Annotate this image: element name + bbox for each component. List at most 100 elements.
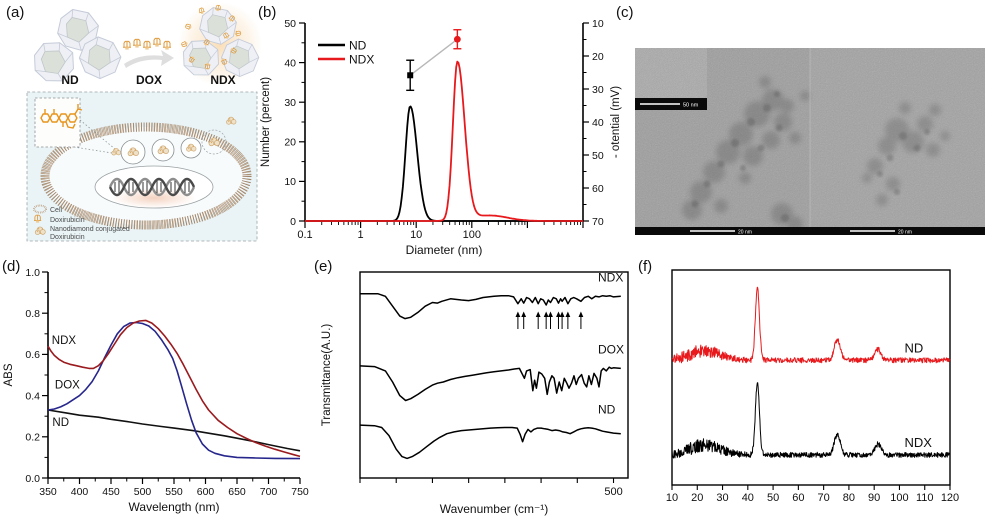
tick-label: 10: [410, 229, 422, 241]
arrow-head-icon: [516, 312, 521, 318]
tick-label: 20: [592, 51, 604, 63]
tick-label: 550: [165, 486, 183, 498]
ftir-label-NDX: NDX: [598, 271, 623, 285]
panel-c-tem-images: 50 nm 20 nm 20 nm: [635, 48, 985, 235]
tick-label: 0.6: [25, 349, 40, 361]
x-tick-500: 500: [604, 486, 622, 498]
legend-ndx-2: Doxirubicin: [50, 234, 85, 241]
x-axis-title: Wavelength (nm): [129, 500, 220, 514]
xrd-label-ND: ND: [905, 340, 924, 355]
tick-label: 100: [890, 492, 908, 504]
dox-molecules-icon: [123, 38, 171, 49]
arrow-head-icon: [544, 312, 549, 318]
legend-cell: Cell: [50, 207, 63, 214]
tick-label: 70: [592, 216, 604, 228]
arrow-head-icon: [579, 312, 584, 318]
dls-curve-NDX: [305, 62, 583, 221]
tick-label: 10: [284, 176, 296, 188]
x-axis-title: Wavenumber (cm⁻¹): [440, 502, 549, 516]
left-scale-bar-label: 20 nm: [738, 230, 752, 236]
ftir-label-ND: ND: [598, 402, 616, 416]
tick-label: 450: [102, 486, 120, 498]
tick-label: 110: [916, 492, 934, 504]
tick-label: 10: [592, 18, 604, 30]
tick-label: 50: [767, 492, 779, 504]
figure: (a) (b) (c) (d) (e) (f): [0, 0, 985, 523]
inset-scale-bar-label: 50 nm: [683, 103, 699, 109]
y-axis-title: ABS: [3, 363, 15, 386]
legend-dox: Doxirubicin: [50, 217, 85, 224]
cell-schematic: Cell Doxirubicin Nanodiamond conjugated …: [27, 92, 257, 241]
legend-label-ND: ND: [349, 39, 367, 53]
tick-label: 0.8: [25, 308, 40, 320]
arrow-head-icon: [565, 312, 570, 318]
arrow-head-icon: [560, 312, 565, 318]
zeta-marker-NDX: [454, 36, 461, 43]
tick-label: 0.2: [25, 432, 40, 444]
tick-label: 1: [358, 229, 364, 241]
arrow-head-icon: [536, 312, 541, 318]
tick-label: 40: [592, 117, 604, 129]
tick-label: 70: [818, 492, 830, 504]
plot-frame: [360, 272, 628, 478]
ftir-trace-DOX: [360, 366, 621, 401]
tick-label: 60: [592, 183, 604, 195]
legend-label-NDX: NDX: [349, 53, 374, 67]
y-axis-title-left: Number (percent): [260, 77, 272, 167]
right-scale-bar-label: 20 nm: [898, 230, 912, 236]
ftir-label-DOX: DOX: [598, 343, 624, 357]
tem-left-scalebar: 20 nm: [635, 227, 810, 236]
tick-label: 650: [228, 486, 246, 498]
tick-label: 80: [843, 492, 855, 504]
tick-label: 0.4: [25, 390, 40, 402]
nd-label: ND: [61, 73, 79, 87]
dls-curve-ND: [305, 106, 583, 221]
arrow-head-icon: [521, 312, 526, 318]
curve-label-NDX: NDX: [52, 335, 77, 347]
dox-label: DOX: [136, 73, 162, 87]
tick-label: 90: [868, 492, 880, 504]
nucleus: [95, 166, 213, 208]
y-axis-title-right: - otential (mV): [610, 86, 622, 158]
tick-label: 20: [691, 492, 703, 504]
tick-label: 30: [716, 492, 728, 504]
panel-e-ftir-chart: 500 NDX DOX ND Transmittance(A.U.) Wavenumber…: [310, 255, 640, 523]
tick-label: 50: [592, 150, 604, 162]
tick-label: 600: [197, 486, 215, 498]
tick-label: 350: [39, 486, 57, 498]
tick-label: 40: [742, 492, 754, 504]
tick-label: 30: [284, 97, 296, 109]
arrow-head-icon: [548, 312, 553, 318]
reaction-arrow-icon: [124, 50, 174, 68]
tick-label: 500: [134, 486, 152, 498]
tick-label: 50: [284, 18, 296, 30]
tick-label: 0.0: [25, 473, 40, 485]
tem-inset: 50 nm: [635, 48, 707, 110]
y-axis-title: Transmittance(A.U.): [321, 324, 333, 427]
ndx-label: NDX: [210, 73, 235, 87]
panel-f-xrd-chart: 10 20 30 40 50 60 70 80 90 100 110 120 ND NDX: [635, 255, 985, 523]
tick-label: 700: [260, 486, 278, 498]
panel-a-scheme: ND DOX NDX: [0, 0, 260, 250]
tick-label: 10: [666, 492, 678, 504]
legend-ndx-1: Nanodiamond conjugated: [50, 226, 130, 233]
tick-label: 20: [284, 137, 296, 149]
tick-label: 100: [463, 229, 481, 241]
panel-b-dls-chart: 0 10 20 30 40 50 0.1 1 10 100 10 20 30 40 50 60 70 NDNDX N…: [255, 0, 635, 252]
tem-right-scalebar: 20 nm: [810, 227, 985, 236]
panel-d-uvvis-chart: 350 400 450 500 550 600 650 700 750 0.0 0.2 0.4 0.6 0…: [0, 255, 320, 523]
tick-label: 0: [290, 216, 296, 228]
zeta-marker-ND: [407, 72, 413, 78]
tick-label: 1.0: [25, 267, 40, 279]
tick-label: 0.1: [297, 229, 312, 241]
ftir-trace-ND: [360, 425, 621, 458]
tick-label: 40: [284, 57, 296, 69]
curve-label-ND: ND: [52, 417, 69, 429]
zeta-connector-line: [410, 39, 457, 75]
xrd-label-NDX: NDX: [905, 435, 933, 450]
tick-label: 120: [941, 492, 959, 504]
curve-label-DOX: DOX: [55, 379, 80, 391]
plot-frame: [672, 270, 950, 485]
tick-label: 60: [792, 492, 804, 504]
tick-label: 30: [592, 84, 604, 96]
